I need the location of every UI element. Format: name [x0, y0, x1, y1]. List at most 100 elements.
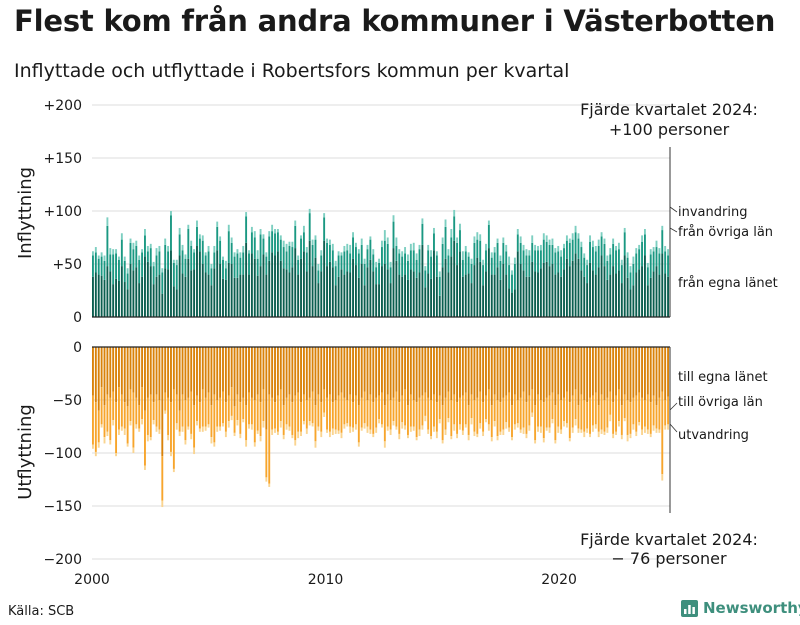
- bar-segment: [152, 261, 155, 267]
- bar-segment: [100, 347, 103, 388]
- bar-segment: [314, 347, 317, 406]
- bar-segment: [276, 395, 279, 432]
- bar-segment: [279, 260, 282, 317]
- bar-segment: [511, 270, 513, 275]
- bar-segment: [560, 256, 563, 277]
- bar-segment: [167, 251, 170, 270]
- bar-segment: [635, 253, 638, 273]
- bar-segment: [109, 271, 112, 317]
- bar-segment: [291, 267, 294, 317]
- bar-segment: [499, 431, 502, 435]
- bar-segment: [545, 397, 548, 428]
- bar-segment: [386, 237, 389, 244]
- bar-segment: [164, 392, 167, 411]
- bar-segment: [623, 255, 626, 317]
- bar-segment: [288, 241, 291, 246]
- bar-segment: [190, 347, 193, 392]
- bar-segment: [334, 400, 337, 430]
- bar-segment: [167, 245, 170, 252]
- bar-segment: [513, 289, 516, 317]
- bar-segment: [271, 252, 274, 317]
- bar-segment: [175, 347, 178, 395]
- bar-segment: [375, 261, 378, 268]
- bar-segment: [493, 252, 496, 275]
- bar-segment: [115, 453, 118, 457]
- bar-segment: [580, 394, 583, 430]
- bar-segment: [513, 257, 516, 264]
- bar-segment: [375, 267, 378, 285]
- bar-segment: [152, 402, 155, 421]
- bar-segment: [615, 245, 617, 251]
- bar-segment: [557, 347, 560, 395]
- bar-segment: [638, 392, 641, 423]
- bar-segment: [519, 397, 522, 430]
- bar-segment: [372, 254, 375, 272]
- bar-segment: [658, 347, 661, 398]
- bar-segment: [274, 347, 276, 403]
- bar-segment: [470, 283, 473, 317]
- bar-segment: [415, 253, 418, 260]
- bar-segment: [424, 392, 427, 416]
- bar-segment: [343, 424, 346, 429]
- bar-segment: [427, 244, 430, 251]
- bar-segment: [222, 347, 224, 392]
- bar-segment: [262, 238, 265, 255]
- bar-segment: [161, 268, 164, 273]
- bar-segment: [537, 426, 539, 432]
- bar-segment: [172, 468, 175, 473]
- bar-segment: [661, 230, 664, 254]
- bar-segment: [658, 253, 661, 275]
- bar-segment: [412, 271, 415, 317]
- bar-segment: [331, 243, 334, 251]
- bar-segment: [539, 244, 542, 251]
- bar-segment: [135, 424, 138, 429]
- bar-segment: [589, 433, 591, 438]
- bar-segment: [629, 433, 632, 439]
- bar-segment: [279, 239, 282, 261]
- chart-title: Flest kom från andra kommuner i Västerbo…: [14, 4, 776, 38]
- bar-segment: [404, 247, 407, 254]
- bar-segment: [279, 389, 282, 422]
- bar-segment: [224, 431, 227, 438]
- series-labels: invandring från övriga län från egna län…: [669, 205, 778, 443]
- bar-segment: [554, 252, 557, 275]
- bar-segment: [450, 400, 453, 437]
- bar-segment: [187, 258, 190, 317]
- bar-segment: [643, 255, 646, 317]
- bar-segment: [297, 259, 300, 275]
- bar-segment: [242, 245, 245, 253]
- bar-segment: [435, 251, 438, 256]
- bar-segment: [479, 234, 482, 241]
- bar-segment: [545, 427, 548, 431]
- bar-segment: [571, 239, 574, 261]
- bar-segment: [305, 347, 308, 400]
- bar-segment: [508, 265, 511, 289]
- bar-segment: [100, 256, 103, 276]
- bar-segment: [395, 391, 398, 427]
- bar-segment: [274, 233, 276, 256]
- bar-segment: [568, 238, 571, 243]
- bar-segment: [161, 293, 164, 317]
- bar-segment: [392, 421, 395, 426]
- bar-segment: [193, 249, 196, 253]
- bar-segment: [146, 251, 149, 262]
- bar-segment: [170, 215, 172, 251]
- bars-utflyttning: [92, 347, 669, 508]
- bar-segment: [537, 394, 539, 427]
- bar-segment: [479, 240, 482, 262]
- bar-segment: [586, 428, 589, 433]
- bar-segment: [207, 347, 210, 393]
- bar-segment: [213, 268, 216, 317]
- bar-segment: [401, 395, 404, 423]
- bar-segment: [233, 252, 236, 257]
- bar-segment: [418, 397, 421, 430]
- bar-segment: [181, 273, 184, 317]
- y-tick-bottom: −50: [52, 393, 82, 409]
- bar-segment: [326, 347, 328, 398]
- bar-segment: [282, 268, 285, 317]
- bar-segment: [392, 248, 395, 317]
- newsworthy-logo[interactable]: Newsworthy: [681, 599, 800, 617]
- bar-segment: [126, 273, 129, 290]
- bar-segment: [519, 236, 522, 243]
- bar-segment: [568, 242, 571, 267]
